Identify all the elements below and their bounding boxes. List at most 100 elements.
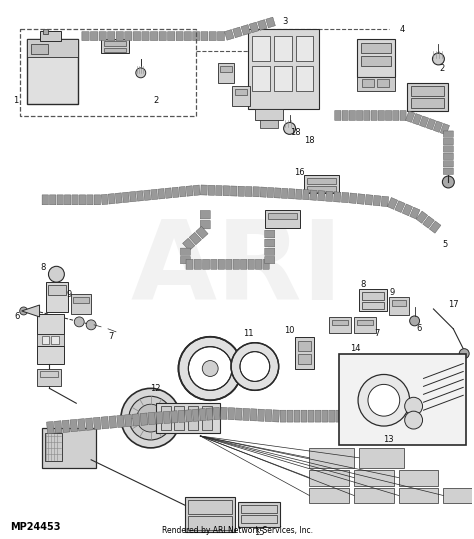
FancyBboxPatch shape — [192, 32, 200, 40]
FancyBboxPatch shape — [87, 195, 93, 205]
FancyBboxPatch shape — [274, 188, 281, 198]
FancyBboxPatch shape — [186, 186, 193, 196]
Bar — [407, 83, 448, 110]
FancyBboxPatch shape — [226, 259, 232, 270]
FancyBboxPatch shape — [246, 186, 252, 197]
Bar — [354, 317, 376, 333]
FancyBboxPatch shape — [94, 195, 100, 205]
FancyBboxPatch shape — [125, 414, 132, 427]
FancyBboxPatch shape — [257, 409, 264, 421]
FancyBboxPatch shape — [185, 410, 192, 422]
Text: ARI: ARI — [130, 216, 344, 323]
Circle shape — [368, 384, 400, 416]
Bar — [27, 39, 78, 57]
Bar — [354, 469, 394, 486]
FancyBboxPatch shape — [273, 410, 279, 422]
FancyBboxPatch shape — [91, 32, 98, 40]
Text: MP24453: MP24453 — [10, 522, 60, 532]
FancyBboxPatch shape — [280, 410, 286, 422]
Bar — [174, 406, 184, 430]
Bar — [310, 488, 349, 503]
Text: 1: 1 — [13, 96, 18, 105]
FancyBboxPatch shape — [179, 186, 186, 197]
FancyBboxPatch shape — [218, 259, 225, 270]
FancyBboxPatch shape — [189, 232, 201, 245]
FancyBboxPatch shape — [387, 197, 398, 209]
Bar — [36, 369, 61, 386]
Bar — [389, 297, 409, 315]
FancyBboxPatch shape — [343, 410, 348, 422]
Bar — [31, 44, 48, 54]
Bar — [354, 488, 394, 503]
FancyBboxPatch shape — [156, 412, 163, 424]
Bar — [362, 302, 384, 309]
Bar — [273, 36, 292, 61]
FancyBboxPatch shape — [255, 259, 262, 270]
FancyBboxPatch shape — [186, 259, 193, 270]
FancyBboxPatch shape — [148, 412, 155, 425]
Circle shape — [405, 397, 422, 415]
FancyBboxPatch shape — [109, 416, 117, 429]
FancyBboxPatch shape — [315, 410, 321, 422]
Bar — [188, 501, 232, 514]
FancyBboxPatch shape — [260, 187, 267, 197]
FancyBboxPatch shape — [108, 194, 115, 204]
FancyBboxPatch shape — [406, 111, 415, 122]
FancyBboxPatch shape — [117, 415, 124, 427]
Bar — [410, 86, 444, 95]
Bar — [36, 334, 64, 345]
FancyBboxPatch shape — [416, 211, 428, 223]
FancyBboxPatch shape — [201, 185, 207, 195]
FancyBboxPatch shape — [181, 248, 191, 255]
Text: 16: 16 — [294, 168, 305, 177]
Bar — [308, 178, 336, 184]
FancyBboxPatch shape — [116, 32, 123, 40]
FancyBboxPatch shape — [349, 193, 357, 204]
FancyBboxPatch shape — [213, 407, 220, 420]
FancyBboxPatch shape — [265, 257, 275, 264]
Bar — [48, 285, 66, 295]
Circle shape — [178, 337, 242, 400]
Text: 7: 7 — [374, 329, 380, 338]
Bar — [36, 345, 64, 363]
Circle shape — [459, 349, 469, 358]
Circle shape — [48, 266, 64, 282]
Circle shape — [136, 68, 146, 78]
FancyBboxPatch shape — [238, 186, 245, 196]
Bar — [52, 336, 59, 344]
FancyBboxPatch shape — [419, 116, 428, 127]
Text: 7: 7 — [108, 332, 114, 341]
FancyBboxPatch shape — [412, 114, 422, 125]
Bar — [308, 186, 336, 192]
FancyBboxPatch shape — [267, 188, 274, 198]
FancyBboxPatch shape — [99, 32, 106, 40]
FancyBboxPatch shape — [201, 211, 210, 219]
FancyBboxPatch shape — [82, 32, 89, 40]
Bar — [71, 294, 91, 314]
Bar — [188, 516, 232, 530]
FancyBboxPatch shape — [132, 413, 140, 426]
Text: 18: 18 — [304, 136, 315, 145]
Circle shape — [240, 351, 270, 382]
Bar — [357, 77, 395, 91]
FancyBboxPatch shape — [266, 17, 275, 28]
FancyBboxPatch shape — [233, 259, 239, 270]
FancyBboxPatch shape — [302, 190, 309, 200]
Circle shape — [137, 404, 164, 432]
Circle shape — [442, 176, 454, 188]
FancyBboxPatch shape — [443, 168, 453, 175]
Circle shape — [74, 317, 84, 327]
FancyBboxPatch shape — [310, 190, 317, 201]
FancyBboxPatch shape — [72, 195, 78, 205]
FancyBboxPatch shape — [144, 190, 151, 201]
Bar — [399, 469, 438, 486]
Text: 8: 8 — [360, 280, 366, 289]
Bar — [39, 31, 61, 41]
Bar — [202, 406, 212, 430]
Circle shape — [405, 411, 422, 429]
Text: 5: 5 — [443, 240, 448, 249]
FancyBboxPatch shape — [151, 189, 158, 200]
FancyBboxPatch shape — [326, 191, 333, 202]
Bar — [298, 341, 311, 351]
FancyBboxPatch shape — [342, 110, 348, 120]
